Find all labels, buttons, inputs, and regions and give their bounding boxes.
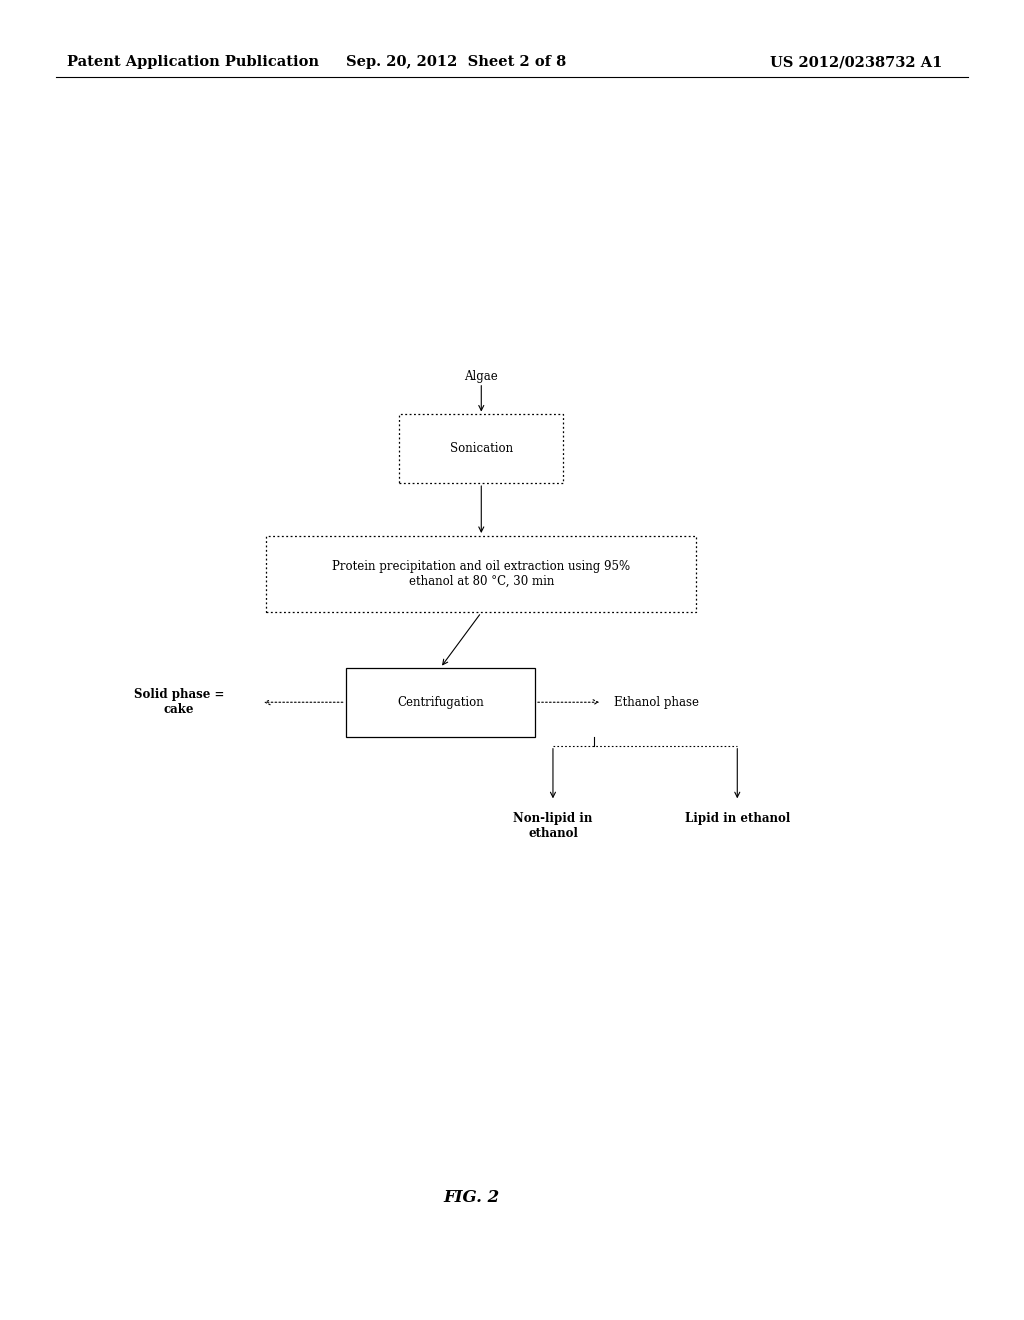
Bar <box>266 536 696 612</box>
Text: Lipid in ethanol: Lipid in ethanol <box>685 812 790 825</box>
Bar <box>399 414 563 483</box>
Text: Sonication: Sonication <box>450 442 513 455</box>
Text: Patent Application Publication: Patent Application Publication <box>67 55 318 69</box>
Text: Non-lipid in
ethanol: Non-lipid in ethanol <box>513 812 593 840</box>
Text: Solid phase =
cake: Solid phase = cake <box>134 688 224 717</box>
Text: Protein precipitation and oil extraction using 95%
ethanol at 80 °C, 30 min: Protein precipitation and oil extraction… <box>332 560 631 589</box>
Text: Algae: Algae <box>465 370 498 383</box>
Text: Centrifugation: Centrifugation <box>397 696 483 709</box>
Text: US 2012/0238732 A1: US 2012/0238732 A1 <box>770 55 942 69</box>
Text: Ethanol phase: Ethanol phase <box>614 696 699 709</box>
Text: FIG. 2: FIG. 2 <box>443 1189 499 1205</box>
Text: Sep. 20, 2012  Sheet 2 of 8: Sep. 20, 2012 Sheet 2 of 8 <box>345 55 566 69</box>
Bar <box>346 668 535 737</box>
